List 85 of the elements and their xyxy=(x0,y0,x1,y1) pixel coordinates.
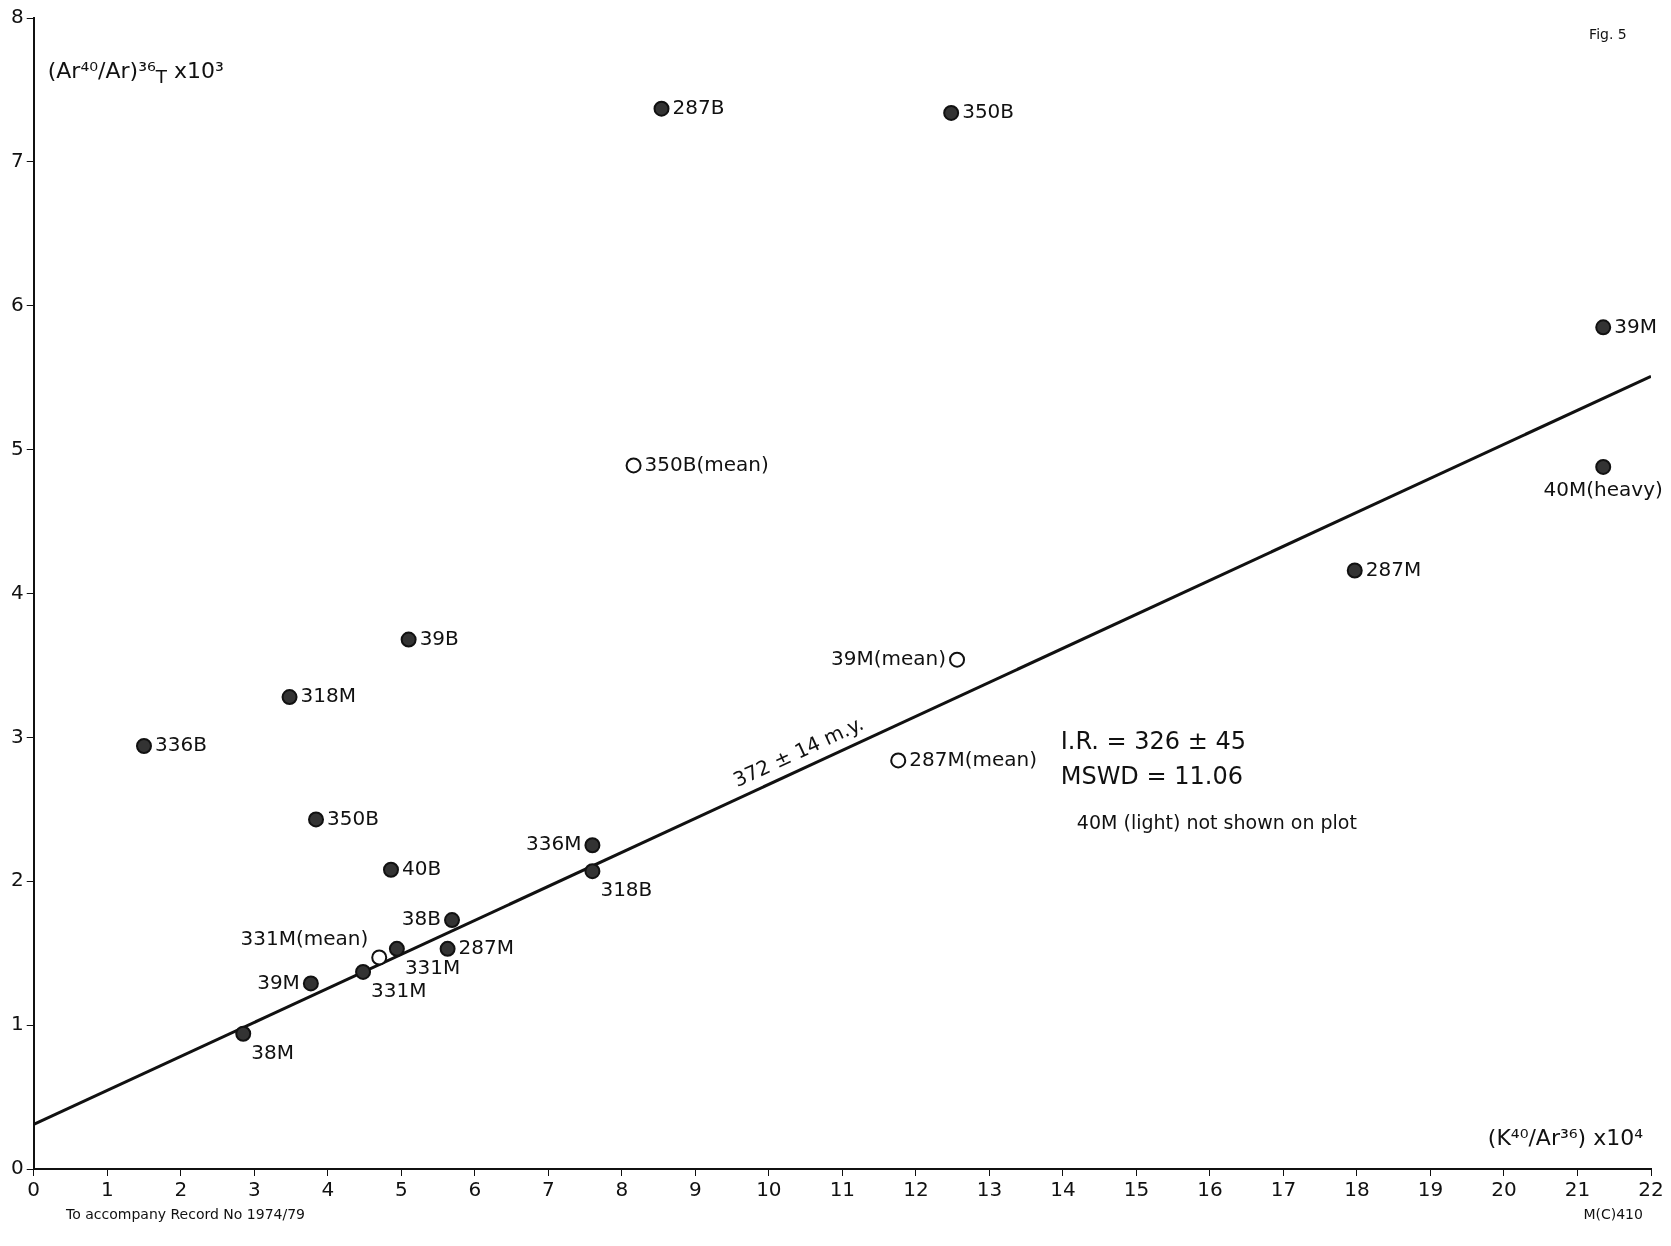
point xyxy=(943,104,960,121)
point xyxy=(584,863,601,880)
annotation: 39M xyxy=(1614,313,1657,338)
x-tick-label: 3 xyxy=(247,1177,261,1202)
point xyxy=(444,912,461,929)
x-tick-label: 17 xyxy=(1270,1177,1297,1202)
text: M(C)410 xyxy=(1583,1205,1643,1222)
x-axis-title: (K⁴⁰/Ar³⁶) x10⁴ xyxy=(1487,1124,1644,1150)
annotation: MSWD = 11.06 xyxy=(1060,761,1243,790)
annotation: 331M(mean) xyxy=(240,925,369,950)
point xyxy=(135,738,152,755)
x-tick-label: 22 xyxy=(1638,1177,1664,1202)
y-tick-label: 3 xyxy=(10,723,24,748)
x-tick-label: 15 xyxy=(1123,1177,1150,1202)
annotation: 350B(mean) xyxy=(644,451,769,476)
x-tick-label: 2 xyxy=(174,1177,188,1202)
annotation: 38B xyxy=(401,906,442,931)
point xyxy=(383,861,399,878)
point xyxy=(388,940,405,957)
annotation: 318M xyxy=(300,683,356,708)
annotation: 336M xyxy=(525,831,582,856)
annotation: I.R. = 326 ± 45 xyxy=(1060,727,1246,756)
x-tick-label: 9 xyxy=(688,1177,702,1202)
annotation: 372 ± 14 m.y. xyxy=(729,711,867,792)
x-tick-label: 6 xyxy=(468,1177,482,1202)
y-tick-label: 6 xyxy=(10,291,24,316)
annotation: 350B xyxy=(962,99,1015,124)
x-tick-label: 1 xyxy=(100,1177,114,1202)
text: To accompany Record No 1974/79 xyxy=(65,1205,305,1222)
annotation: 350B xyxy=(327,805,379,830)
point xyxy=(625,457,642,474)
annotation: 287M xyxy=(458,935,515,960)
x-tick-label: 21 xyxy=(1564,1177,1591,1202)
x-tick-label: 5 xyxy=(394,1177,408,1202)
annotation: 39B xyxy=(419,625,459,650)
point xyxy=(302,975,319,992)
annotation: 331M xyxy=(404,955,461,980)
y-tick-label: 7 xyxy=(10,148,24,173)
y-tick-label: 5 xyxy=(10,435,24,460)
y-tick-label: 8 xyxy=(10,4,24,29)
point xyxy=(371,949,388,966)
annotation: 318B xyxy=(600,877,653,902)
x-tick-label: 10 xyxy=(756,1177,782,1202)
point xyxy=(439,940,456,957)
point xyxy=(355,963,372,980)
x-tick-label: 20 xyxy=(1491,1177,1517,1202)
point xyxy=(1595,319,1612,336)
point xyxy=(308,811,325,828)
annotation: 331M xyxy=(371,978,427,1003)
y-axis-title: (Ar⁴⁰/Ar)³⁶$_{T}$ x10³ xyxy=(47,58,224,88)
x-tick-label: 16 xyxy=(1197,1177,1223,1202)
annotation: Fig. 5 xyxy=(1589,25,1627,42)
point xyxy=(1595,458,1612,475)
point xyxy=(653,100,670,117)
annotation: 39M(mean) xyxy=(831,645,947,670)
x-tick-label: 18 xyxy=(1344,1177,1370,1202)
y-tick-label: 4 xyxy=(10,579,24,604)
x-tick-label: 8 xyxy=(615,1177,629,1202)
annotation: 287M(mean) xyxy=(909,746,1037,771)
annotation: 38M xyxy=(251,1039,294,1064)
point xyxy=(235,1025,252,1042)
y-tick-label: 1 xyxy=(10,1011,24,1036)
x-tick-label: 14 xyxy=(1050,1177,1076,1202)
annotation: 39M xyxy=(257,969,300,994)
annotation: 287B xyxy=(672,94,725,119)
y-tick-label: 2 xyxy=(10,867,24,892)
point xyxy=(949,651,966,668)
point xyxy=(400,631,417,648)
x-tick-label: 11 xyxy=(829,1177,856,1202)
point xyxy=(281,689,298,706)
x-tick-label: 7 xyxy=(541,1177,555,1202)
x-tick-label: 0 xyxy=(27,1177,41,1202)
annotation: 40M (light) not shown on plot xyxy=(1076,810,1357,833)
annotation: 40B xyxy=(402,855,442,880)
annotation: 287M xyxy=(1365,556,1422,581)
x-tick-label: 13 xyxy=(976,1177,1003,1202)
y-tick-label: 0 xyxy=(10,1155,24,1180)
point xyxy=(1346,562,1363,579)
point xyxy=(890,752,907,769)
annotation: 40M(heavy) xyxy=(1543,477,1663,502)
x-tick-label: 19 xyxy=(1417,1177,1444,1202)
annotation: 336B xyxy=(154,732,207,757)
x-tick-label: 12 xyxy=(903,1177,929,1202)
x-tick-label: 4 xyxy=(321,1177,335,1202)
point xyxy=(584,837,601,854)
